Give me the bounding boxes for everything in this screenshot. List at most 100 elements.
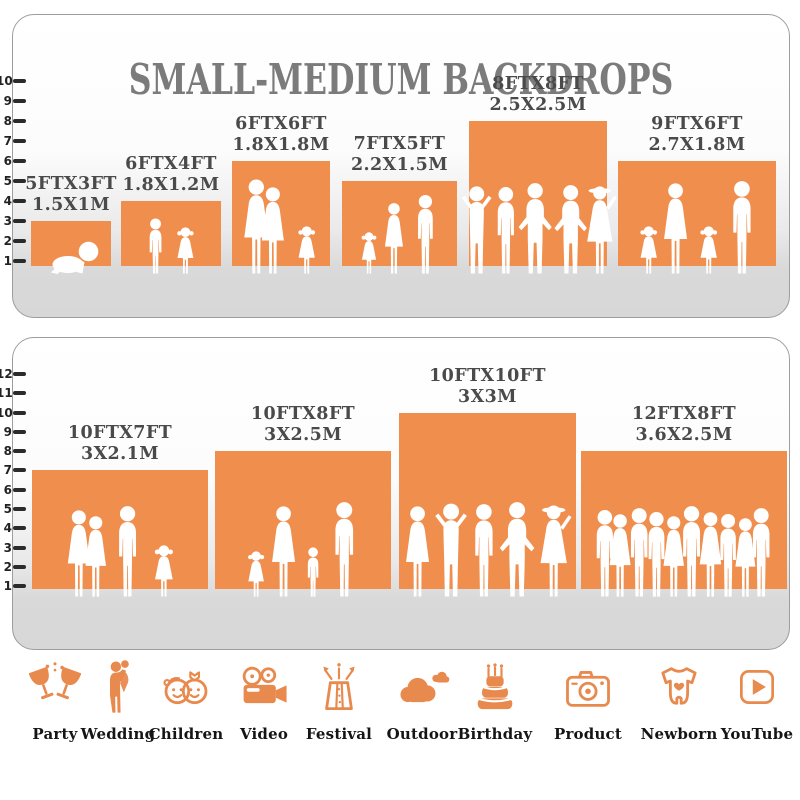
axis-tick-number: 3: [3, 541, 12, 555]
axis-tick-number: 6: [3, 154, 12, 168]
backdrop-12ftx8ft: 12FTX8FT 3.6X2.5M: [581, 404, 787, 597]
axis-tick: 10: [0, 406, 26, 420]
silhouette-group-of-five-adults: [461, 183, 617, 274]
silhouette-mother-with-child-and-girl: [244, 179, 316, 274]
photo-camera-icon: [561, 658, 615, 716]
axis-tick-number: 11: [0, 386, 13, 400]
size-m: 1.8X1.2M: [122, 175, 220, 195]
axis-tick: 3: [0, 214, 26, 228]
backdrop-size-label: 10FTX7FT 3X2.1M: [68, 423, 172, 465]
category-children: Children: [138, 658, 234, 743]
baby-onesie-icon: [652, 658, 706, 716]
backdrop-size-label: 10FTX8FT 3X2.5M: [251, 404, 355, 446]
axis-tick: 9: [0, 425, 26, 439]
category-row: Party Wedding: [0, 658, 800, 768]
wedding-couple-icon: [102, 658, 134, 716]
axis-tick: 6: [0, 154, 26, 168]
backdrop-9ftx6ft: 9FTX6FT 2.7X1.8M: [618, 114, 776, 274]
axis-tick-number: 1: [3, 579, 12, 593]
axis-tick-number: 3: [3, 214, 12, 228]
axis-tick: 11: [0, 386, 26, 400]
axis-tick-number: 9: [3, 94, 12, 108]
size-ft: 6FTX4FT: [125, 154, 217, 174]
axis-tick-number: 5: [3, 174, 12, 188]
axis-tick-dash: [13, 259, 26, 263]
size-ft: 9FTX6FT: [651, 114, 743, 134]
axis-tick-number: 9: [3, 425, 12, 439]
axis-tick: 4: [0, 194, 26, 208]
axis-tick-dash: [13, 584, 26, 588]
silhouette-family-of-four-holding-hands: [248, 502, 354, 597]
category-label: Wedding: [80, 725, 156, 743]
axis-tick-number: 4: [3, 521, 12, 535]
axis-tick-dash: [13, 119, 26, 123]
size-ft: 5FTX3FT: [25, 174, 117, 194]
backdrop-size-label: 6FTX6FT 1.8X1.8M: [232, 114, 329, 156]
size-ft: 6FTX6FT: [235, 114, 327, 134]
backdrop-8ftx8ft: 8FTX8FT 2.5X2.5M: [461, 74, 617, 274]
size-ft: 10FTX10FT: [429, 366, 546, 386]
size-m: 2.5X2.5M: [489, 95, 587, 115]
silhouette-family-of-four: [640, 181, 751, 274]
size-m: 3.6X2.5M: [635, 425, 733, 445]
axis-tick: 2: [0, 234, 26, 248]
axis-tick-dash: [13, 430, 26, 434]
youtube-play-icon: [733, 658, 781, 716]
axis-tick-number: 8: [3, 114, 12, 128]
size-m: 2.7X1.8M: [648, 135, 746, 155]
category-label: Outdoor: [386, 725, 458, 743]
axis-tick-dash: [13, 507, 26, 511]
backdrop-size-label: 12FTX8FT 3.6X2.5M: [632, 404, 736, 446]
axis-tick-dash: [13, 239, 26, 243]
axis-tick-number: 10: [0, 74, 13, 88]
axis-tick-number: 8: [3, 444, 12, 458]
size-m: 1.5X1M: [32, 195, 110, 215]
category-newborn: Newborn: [631, 658, 727, 743]
axis-tick: 1: [0, 579, 26, 593]
silhouette-boy-and-girl: [149, 218, 194, 274]
size-ft: 12FTX8FT: [631, 404, 737, 424]
category-label: Party: [32, 725, 78, 743]
category-label: Birthday: [457, 725, 533, 743]
axis-tick-dash: [13, 219, 26, 223]
axis-tick-dash: [13, 179, 26, 183]
birthday-cake-icon: [469, 658, 521, 716]
size-ft: 10FTX8FT: [250, 404, 356, 424]
children-faces-icon: [159, 658, 213, 716]
category-youtube: YouTube: [709, 658, 800, 743]
category-wedding: Wedding: [70, 658, 166, 743]
axis-tick-number: 6: [3, 483, 12, 497]
backdrop-7ftx5ft: 7FTX5FT 2.2X1.5M: [342, 134, 457, 274]
backdrop-size-label: 5FTX3FT 1.5X1M: [25, 174, 117, 216]
size-ft: 8FTX8FT: [492, 74, 584, 94]
axis-tick: 10: [0, 74, 26, 88]
axis-tick-number: 7: [3, 134, 12, 148]
axis-tick-dash: [13, 199, 26, 203]
axis-tick: 9: [0, 94, 26, 108]
axis-tick: 8: [0, 114, 26, 128]
backdrop-6ftx6ft: 6FTX6FT 1.8X1.8M: [232, 114, 330, 274]
axis-tick-number: 10: [0, 406, 13, 420]
axis-tick-dash: [13, 139, 26, 143]
backdrop-size-label: 10FTX10FT 3X3M: [429, 366, 546, 408]
silhouette-family-of-three: [361, 194, 433, 274]
category-label: Video: [239, 725, 289, 743]
axis-tick-number: 7: [3, 463, 12, 477]
axis-tick-dash: [13, 449, 26, 453]
axis-tick-dash: [13, 79, 26, 83]
large-panel: 12 11 10 9 8 7 6 5 4 3 2 1 10FTX7FT 3X2.1…: [0, 337, 790, 650]
axis-tick-number: 1: [3, 254, 12, 268]
axis-tick-number: 2: [3, 234, 12, 248]
page-title: SMALL-MEDIUM BACKDROPS: [128, 55, 674, 105]
axis-tick-dash: [13, 526, 26, 530]
axis-tick: 3: [0, 541, 26, 555]
axis-tick-number: 2: [3, 560, 12, 574]
size-m: 3X3M: [458, 387, 517, 407]
backdrop-10ftx10ft: 10FTX10FT 3X3M: [399, 366, 576, 597]
axis-tick: 12: [0, 367, 26, 381]
backdrop-10ftx7ft: 10FTX7FT 3X2.1M: [32, 423, 208, 597]
size-m: 3X2.5M: [264, 425, 342, 445]
backdrop-size-label: 6FTX4FT 1.8X1.2M: [122, 154, 219, 196]
axis-tick: 8: [0, 444, 26, 458]
